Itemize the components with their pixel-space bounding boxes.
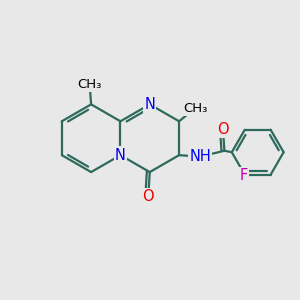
Text: N: N: [115, 148, 126, 163]
Text: O: O: [142, 189, 154, 204]
Text: O: O: [217, 122, 229, 137]
Text: NH: NH: [189, 149, 211, 164]
Text: CH₃: CH₃: [183, 101, 208, 115]
Text: F: F: [239, 168, 248, 183]
Text: N: N: [144, 97, 155, 112]
Text: CH₃: CH₃: [77, 78, 102, 91]
